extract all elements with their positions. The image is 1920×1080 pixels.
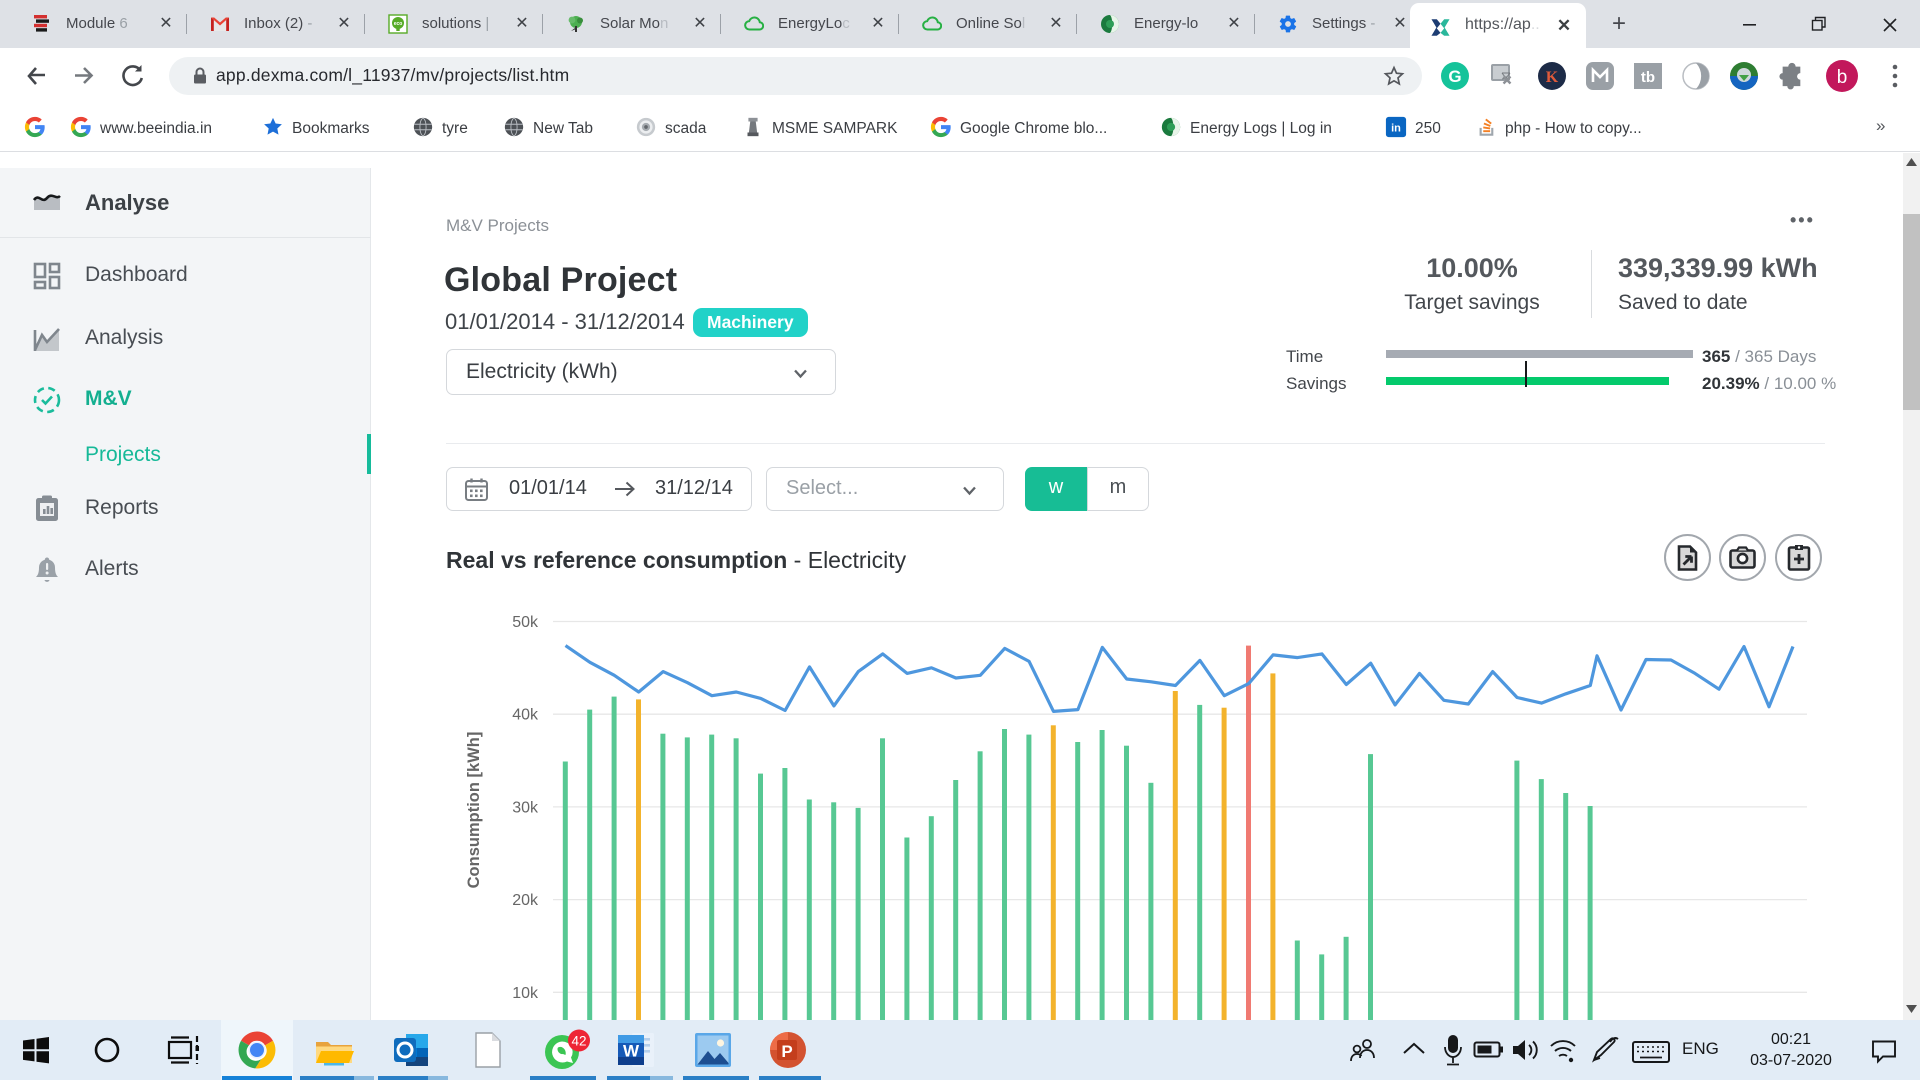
svg-text:10k: 10k [512, 985, 539, 1002]
svg-text:W: W [623, 1042, 640, 1061]
svg-text:42: 42 [571, 1034, 586, 1049]
svg-text:20k: 20k [512, 892, 539, 909]
svg-text:40k: 40k [512, 707, 539, 724]
svg-text:eco: eco [394, 21, 403, 27]
svg-text:30k: 30k [512, 799, 539, 816]
svg-text:Consumption [kWh]: Consumption [kWh] [465, 732, 483, 889]
svg-text:P: P [781, 1042, 792, 1061]
svg-text:50k: 50k [512, 614, 539, 631]
svg-text:G: G [1448, 67, 1461, 86]
svg-text:K: K [1546, 69, 1559, 86]
svg-text:b: b [1837, 67, 1848, 88]
svg-text:tb: tb [1641, 69, 1655, 86]
svg-text:in: in [1391, 123, 1401, 135]
